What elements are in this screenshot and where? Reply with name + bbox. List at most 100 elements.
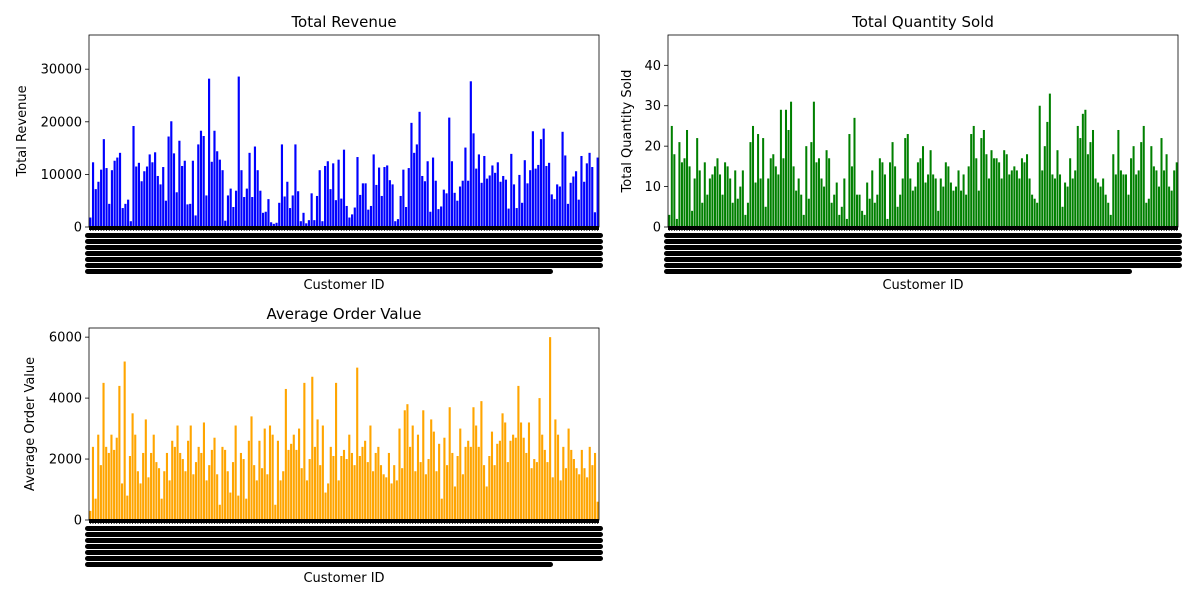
bar xyxy=(494,172,497,227)
bar xyxy=(1076,125,1079,227)
bar xyxy=(464,446,467,520)
bar xyxy=(335,382,338,520)
x-tick-label-band xyxy=(664,251,1182,256)
bar xyxy=(556,434,560,520)
bar xyxy=(787,129,790,227)
bar xyxy=(596,501,599,520)
bar xyxy=(736,198,739,227)
bar xyxy=(388,180,391,227)
bar xyxy=(777,174,780,227)
bar xyxy=(749,142,752,227)
x-tick-label-band xyxy=(85,544,603,549)
bar xyxy=(456,456,459,520)
bar xyxy=(965,194,968,227)
bar xyxy=(586,477,589,520)
bar xyxy=(537,164,540,227)
chart-title: Total Quantity Sold xyxy=(851,13,994,31)
bar xyxy=(800,194,803,227)
bar xyxy=(259,190,262,227)
bar xyxy=(191,160,194,227)
bar xyxy=(506,462,509,520)
bar xyxy=(1173,170,1176,227)
bar xyxy=(411,425,414,520)
bar xyxy=(960,190,963,227)
bar xyxy=(914,186,917,227)
bar xyxy=(921,146,925,227)
bar xyxy=(1155,170,1158,227)
bar xyxy=(366,462,369,520)
bar xyxy=(522,437,525,520)
bar xyxy=(1099,186,1102,227)
bar xyxy=(242,459,245,520)
bar xyxy=(1091,129,1095,227)
bar xyxy=(123,361,126,520)
bar xyxy=(284,388,287,520)
bar xyxy=(937,210,940,227)
bar xyxy=(881,162,884,227)
bar xyxy=(525,452,528,520)
bar xyxy=(556,184,559,227)
bar xyxy=(240,170,243,227)
bar xyxy=(843,178,846,227)
bar xyxy=(1008,174,1011,227)
bar xyxy=(152,434,155,520)
bar xyxy=(440,206,443,227)
bar xyxy=(409,446,412,520)
bar xyxy=(1056,150,1059,227)
y-tick-label: 6000 xyxy=(49,331,82,346)
bar xyxy=(574,171,578,227)
x-tick-label-band xyxy=(85,263,603,268)
bar xyxy=(878,158,881,227)
bar xyxy=(410,122,413,227)
bar xyxy=(1117,129,1120,227)
bar xyxy=(901,178,904,227)
bar xyxy=(1059,174,1062,227)
bar xyxy=(1046,121,1049,227)
bar xyxy=(110,434,113,520)
bar xyxy=(980,138,983,227)
bar xyxy=(422,410,425,520)
x-axis-baseline xyxy=(668,226,1178,230)
bar xyxy=(1094,178,1097,227)
bar xyxy=(746,202,749,227)
bar xyxy=(673,154,676,227)
bar xyxy=(237,495,240,520)
bar xyxy=(364,183,367,227)
bar xyxy=(580,449,583,520)
bar xyxy=(1079,138,1082,227)
bar xyxy=(372,471,375,520)
bar xyxy=(518,174,521,227)
bar xyxy=(108,203,111,227)
bar xyxy=(171,440,174,520)
bar xyxy=(549,337,552,520)
bar xyxy=(731,202,734,227)
bar xyxy=(911,190,914,227)
bar xyxy=(876,194,879,227)
bar xyxy=(861,210,864,227)
bar xyxy=(475,425,478,520)
bar xyxy=(962,174,965,227)
bar xyxy=(415,144,418,227)
bar xyxy=(118,152,122,227)
bar xyxy=(977,190,980,227)
bar xyxy=(451,452,454,520)
bar xyxy=(334,200,337,227)
bar xyxy=(485,178,489,227)
bar xyxy=(167,136,170,227)
bar xyxy=(790,101,793,227)
bar xyxy=(202,422,205,520)
bar xyxy=(802,214,805,227)
bar xyxy=(459,428,462,520)
bar xyxy=(183,160,186,227)
bar xyxy=(208,78,211,227)
bar xyxy=(543,449,546,520)
bar xyxy=(1071,178,1074,227)
bar xyxy=(1010,170,1013,227)
subplot-average-order-value: Average Order Value Average Order Value … xyxy=(23,305,603,586)
bar xyxy=(151,162,154,227)
bar xyxy=(899,194,902,227)
bar xyxy=(1086,154,1089,227)
bar xyxy=(683,158,686,227)
bar xyxy=(321,425,324,520)
bar xyxy=(129,221,132,227)
